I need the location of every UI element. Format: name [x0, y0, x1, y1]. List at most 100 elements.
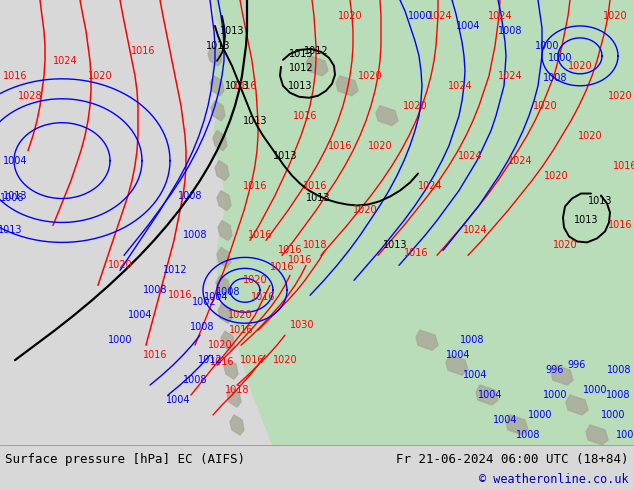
- Text: 1016: 1016: [293, 111, 317, 121]
- Text: 1004: 1004: [204, 292, 228, 302]
- Text: Fr 21-06-2024 06:00 UTC (18+84): Fr 21-06-2024 06:00 UTC (18+84): [396, 453, 629, 466]
- Text: 1020: 1020: [228, 310, 252, 320]
- Polygon shape: [446, 355, 468, 375]
- Text: 1020: 1020: [243, 275, 268, 285]
- Text: 1016: 1016: [3, 71, 27, 81]
- Text: 1013: 1013: [273, 150, 297, 161]
- Text: 1020: 1020: [607, 91, 632, 101]
- Text: 1016: 1016: [612, 161, 634, 171]
- Text: 1008: 1008: [543, 73, 567, 83]
- Text: 1013: 1013: [288, 49, 313, 59]
- Text: 1004: 1004: [493, 415, 517, 425]
- Text: 1008: 1008: [607, 365, 631, 375]
- Polygon shape: [224, 359, 238, 379]
- Text: 1013: 1013: [383, 241, 407, 250]
- Text: 1020: 1020: [567, 61, 592, 71]
- Text: 1024: 1024: [418, 180, 443, 191]
- Text: 1024: 1024: [488, 11, 512, 21]
- Polygon shape: [420, 385, 480, 445]
- Text: 1024: 1024: [498, 71, 522, 81]
- Text: 1004: 1004: [127, 310, 152, 320]
- Text: 1013: 1013: [574, 216, 598, 225]
- Text: 1013: 1013: [3, 191, 27, 200]
- Text: 1000: 1000: [601, 410, 625, 420]
- Polygon shape: [212, 0, 634, 445]
- Polygon shape: [216, 275, 230, 295]
- Text: 1016: 1016: [288, 255, 313, 266]
- Text: 1012: 1012: [288, 63, 313, 73]
- Text: 1016: 1016: [328, 141, 353, 150]
- Text: 1004: 1004: [446, 350, 470, 360]
- Text: 1018: 1018: [303, 241, 327, 250]
- Text: 1013: 1013: [220, 26, 244, 36]
- Text: 1024: 1024: [458, 150, 482, 161]
- Text: 1016: 1016: [131, 46, 155, 56]
- Text: 1000: 1000: [534, 41, 559, 51]
- Text: 1012: 1012: [304, 46, 328, 56]
- Text: 1016: 1016: [278, 245, 302, 255]
- Text: 1013: 1013: [588, 196, 612, 205]
- Polygon shape: [217, 247, 231, 268]
- Polygon shape: [211, 101, 225, 121]
- Text: 1008: 1008: [216, 287, 240, 297]
- Text: 1004: 1004: [478, 390, 502, 400]
- Text: 1020: 1020: [353, 205, 377, 216]
- Text: 1016: 1016: [269, 262, 294, 272]
- Text: 1024: 1024: [448, 81, 472, 91]
- Text: 1008: 1008: [143, 285, 167, 295]
- Text: 1028: 1028: [18, 91, 42, 101]
- Text: 1008: 1008: [183, 230, 207, 241]
- Text: 1020: 1020: [533, 101, 557, 111]
- Polygon shape: [208, 46, 222, 66]
- Polygon shape: [350, 420, 385, 445]
- Text: 1020: 1020: [368, 141, 392, 150]
- Text: 1008: 1008: [178, 191, 202, 200]
- Text: © weatheronline.co.uk: © weatheronline.co.uk: [479, 473, 629, 487]
- Text: 1012: 1012: [198, 355, 223, 365]
- Text: 1016: 1016: [229, 325, 253, 335]
- Text: 1000: 1000: [527, 410, 552, 420]
- Polygon shape: [566, 395, 588, 415]
- Text: 1020: 1020: [338, 11, 362, 21]
- Text: 1008: 1008: [0, 193, 24, 202]
- Text: 1004: 1004: [3, 156, 27, 166]
- Text: 1000: 1000: [543, 390, 567, 400]
- Text: 1004: 1004: [165, 395, 190, 405]
- Text: 1016: 1016: [404, 248, 428, 258]
- Text: 1020: 1020: [578, 131, 602, 141]
- Polygon shape: [476, 385, 498, 405]
- Text: 1008: 1008: [605, 390, 630, 400]
- Text: 1020: 1020: [108, 260, 133, 270]
- Polygon shape: [227, 387, 241, 407]
- Text: 1008: 1008: [515, 430, 540, 440]
- Polygon shape: [218, 303, 232, 323]
- Text: 1016: 1016: [251, 292, 275, 302]
- Polygon shape: [376, 106, 398, 126]
- Text: 1024: 1024: [463, 225, 488, 235]
- Text: 1008: 1008: [183, 375, 207, 385]
- Text: 1020: 1020: [87, 71, 112, 81]
- Text: 1030: 1030: [290, 320, 314, 330]
- Text: 1016: 1016: [240, 355, 264, 365]
- Text: 1016: 1016: [210, 357, 234, 367]
- Text: 1020: 1020: [358, 71, 382, 81]
- Polygon shape: [217, 191, 231, 211]
- Text: 1013: 1013: [0, 225, 22, 235]
- Polygon shape: [218, 220, 232, 241]
- Text: 1016: 1016: [168, 290, 192, 300]
- Text: 1020: 1020: [544, 171, 568, 181]
- Text: 1008: 1008: [190, 322, 214, 332]
- Polygon shape: [306, 56, 328, 76]
- Text: 1013: 1013: [206, 41, 230, 51]
- Text: 1024: 1024: [428, 11, 452, 21]
- Polygon shape: [506, 415, 528, 435]
- Text: 1004: 1004: [456, 21, 480, 31]
- Polygon shape: [336, 76, 358, 96]
- Text: 1016: 1016: [608, 220, 632, 230]
- Text: Surface pressure [hPa] EC (AIFS): Surface pressure [hPa] EC (AIFS): [5, 453, 245, 466]
- Text: 1016: 1016: [303, 180, 327, 191]
- Text: 1013: 1013: [224, 81, 249, 91]
- Text: 1016: 1016: [248, 230, 272, 241]
- Text: 1013: 1013: [243, 116, 268, 126]
- Text: 1016: 1016: [143, 350, 167, 360]
